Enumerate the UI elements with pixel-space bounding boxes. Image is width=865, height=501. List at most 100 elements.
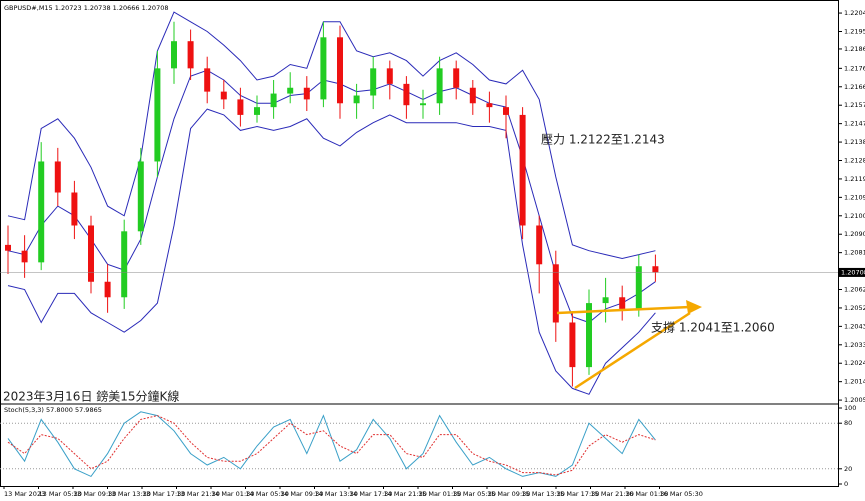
- last-price-box: [839, 267, 865, 277]
- y-tick-label: 1.21665: [844, 83, 865, 91]
- x-tick-label: 13 Mar 2023: [4, 490, 45, 498]
- stoch-line: [7, 415, 656, 476]
- candle-body: [453, 68, 460, 88]
- x-tick-label: 15 Mar 13:30: [522, 490, 565, 498]
- arrow-head: [686, 300, 702, 314]
- y-tick-label: 80: [844, 419, 852, 427]
- x-tick-label: 13 Mar 13:30: [108, 490, 151, 498]
- last-price-label: 1.20708: [841, 268, 865, 276]
- x-tick-label: 14 Mar 17:30: [349, 490, 392, 498]
- candle-body: [519, 114, 526, 226]
- y-tick-label: 1.21285: [844, 156, 865, 164]
- x-tick-label: 13 Mar 09:30: [73, 490, 116, 498]
- y-tick-label: 1.20145: [844, 378, 865, 386]
- y-tick-label: 1.20905: [844, 230, 865, 238]
- y-tick-label: 1.20050: [844, 396, 865, 404]
- candle-body: [569, 322, 576, 368]
- y-tick-label: 1.21190: [844, 175, 865, 183]
- candle-body: [5, 244, 11, 251]
- y-tick-label: 0: [844, 480, 848, 488]
- candle-body: [204, 68, 211, 92]
- y-tick-label: 1.22045: [844, 9, 865, 17]
- candle-body: [88, 225, 94, 282]
- y-tick-label: 1.20335: [844, 341, 865, 349]
- bollinger-band: [7, 108, 656, 395]
- candle-body: [652, 266, 659, 273]
- candle-body: [320, 37, 327, 100]
- x-tick-label: 14 Mar 21:30: [384, 490, 427, 498]
- candle-body: [403, 83, 410, 106]
- candle-body: [237, 99, 244, 115]
- candle-body: [54, 161, 61, 193]
- y-tick-label: 100: [844, 404, 856, 412]
- candle-body: [586, 303, 592, 368]
- candle-body: [220, 91, 227, 100]
- candle-body: [386, 68, 393, 84]
- y-tick-label: 1.20620: [844, 286, 865, 294]
- candle-body: [635, 266, 642, 309]
- x-tick-label: 14 Mar 05:30: [246, 490, 289, 498]
- y-tick-label: 1.21760: [844, 64, 865, 72]
- support-line: [574, 311, 691, 390]
- candle-body: [337, 37, 343, 104]
- candle-body: [353, 95, 360, 104]
- candle-body: [370, 68, 377, 96]
- frame: [0, 0, 839, 487]
- candle-body: [137, 161, 144, 232]
- candle-body: [187, 41, 194, 69]
- resistance-annotation: 壓力 1.2122至1.2143: [541, 133, 665, 147]
- y-tick-label: 1.20240: [844, 359, 865, 367]
- chart-caption: 2023年3月16日 鎊美15分鐘K線: [3, 389, 179, 404]
- resistance-line: [556, 305, 691, 315]
- chart-title: GBPUSD#,M15 1.20723 1.20738 1.20666 1.20…: [4, 4, 168, 12]
- x-tick-label: 13 Mar 21:30: [177, 490, 220, 498]
- x-tick-label: 15 Mar 01:30: [418, 490, 461, 498]
- candle-body: [536, 225, 543, 265]
- y-tick-label: 1.21475: [844, 120, 865, 128]
- candle-body: [469, 87, 476, 104]
- y-tick-label: 1.21860: [844, 45, 865, 53]
- x-tick-label: 14 Mar 01:30: [211, 490, 254, 498]
- y-tick-label: 1.20810: [844, 249, 865, 257]
- candle-body: [619, 297, 626, 309]
- y-tick-label: 1.21095: [844, 193, 865, 201]
- candle-body: [121, 231, 128, 298]
- bollinger-band: [7, 69, 656, 324]
- x-tick-label: 15 Mar 21:30: [591, 490, 634, 498]
- y-tick-label: 1.21000: [844, 212, 865, 220]
- y-tick-label: 1.20525: [844, 304, 865, 312]
- candle-body: [420, 103, 426, 106]
- candle-body: [270, 93, 277, 108]
- y-tick-label: 1.21380: [844, 138, 865, 146]
- y-tick-label: 1.21950: [844, 27, 865, 35]
- x-tick-label: 15 Mar 09:30: [487, 490, 530, 498]
- candle-body: [21, 250, 28, 263]
- candle-body: [104, 281, 111, 298]
- x-tick-label: 16 Mar 01:30: [625, 490, 668, 498]
- y-tick-label: 1.21570: [844, 101, 865, 109]
- candle-body: [171, 41, 177, 69]
- indicator-title: Stoch(5,3,3) 57.8000 57.9865: [4, 406, 102, 414]
- candle-body: [303, 87, 310, 100]
- x-tick-label: 13 Mar 05:30: [39, 490, 82, 498]
- candle-body: [503, 107, 509, 115]
- x-tick-label: 14 Mar 09:30: [280, 490, 323, 498]
- bollinger-band: [7, 11, 656, 260]
- y-tick-label: 1.20430: [844, 322, 865, 330]
- candle-body: [552, 264, 559, 323]
- candle-body: [287, 87, 294, 94]
- x-tick-label: 15 Mar 17:30: [556, 490, 599, 498]
- candle-body: [154, 68, 161, 162]
- triangle-pattern: [556, 300, 702, 390]
- candle-body: [71, 192, 78, 226]
- candle-body: [436, 68, 443, 104]
- candle-body: [38, 161, 45, 263]
- x-tick-label: 13 Mar 17:30: [142, 490, 185, 498]
- x-tick-label: 14 Mar 13:30: [315, 490, 358, 498]
- candle-body: [486, 103, 493, 108]
- x-tick-label: 16 Mar 05:30: [660, 490, 703, 498]
- candle-body: [254, 107, 260, 115]
- candle-body: [602, 297, 609, 304]
- support-annotation: 支撐 1.2041至1.2060: [651, 321, 775, 335]
